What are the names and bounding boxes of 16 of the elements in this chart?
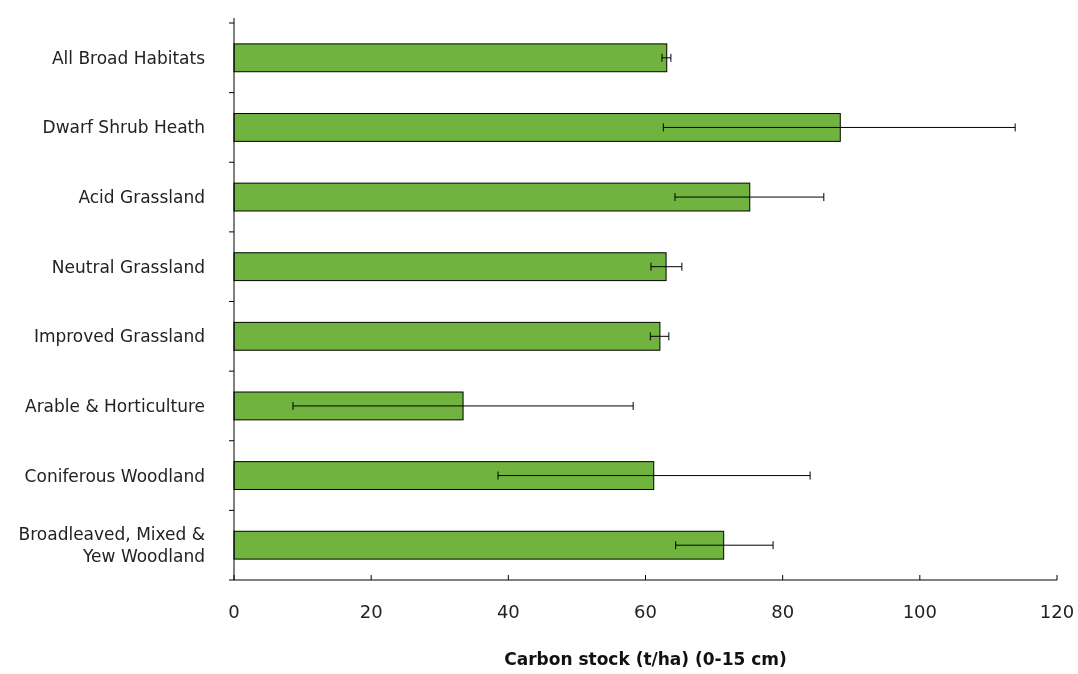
y-tick-label: Coniferous Woodland <box>24 465 205 486</box>
y-tick-label: Broadleaved, Mixed & Yew Woodland <box>18 524 205 567</box>
x-axis-title: Carbon stock (t/ha) (0-15 cm) <box>504 649 787 669</box>
x-tick-label: 60 <box>634 601 657 622</box>
y-tick-label: Acid Grassland <box>78 187 205 208</box>
x-tick-label: 40 <box>496 601 520 622</box>
y-tick-label: Neutral Grassland <box>51 256 205 277</box>
y-tick-label: Improved Grassland <box>33 326 205 347</box>
x-tick-label: 20 <box>359 601 383 622</box>
x-tick-label: 120 <box>1039 601 1075 622</box>
x-tick-label: 0 <box>228 601 240 622</box>
y-tick-label: All Broad Habitats <box>51 47 206 68</box>
x-tick-label: 100 <box>902 601 938 622</box>
x-tick-label: 80 <box>771 601 795 622</box>
y-tick-label: Dwarf Shrub Heath <box>42 117 205 138</box>
y-tick-label: Arable & Horticulture <box>25 395 205 416</box>
